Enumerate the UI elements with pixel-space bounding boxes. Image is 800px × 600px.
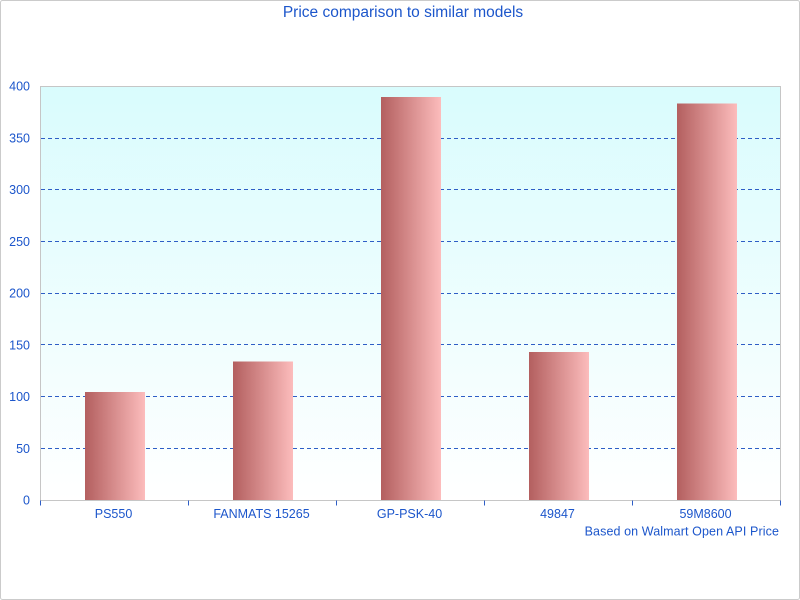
svg-text:400: 400 [9, 80, 30, 94]
svg-text:300: 300 [9, 183, 30, 197]
svg-text:49847: 49847 [540, 507, 575, 521]
svg-text:100: 100 [9, 390, 30, 404]
svg-text:150: 150 [9, 338, 30, 352]
svg-text:250: 250 [9, 235, 30, 249]
svg-text:Based on Walmart Open API Pric: Based on Walmart Open API Price [585, 525, 779, 539]
svg-text:FANMATS 15265: FANMATS 15265 [213, 507, 309, 521]
svg-text:PS550: PS550 [95, 507, 133, 521]
svg-text:GP-PSK-40: GP-PSK-40 [377, 507, 442, 521]
svg-text:0: 0 [23, 494, 30, 508]
svg-text:200: 200 [9, 287, 30, 301]
svg-text:59M8600: 59M8600 [679, 507, 731, 521]
svg-text:350: 350 [9, 131, 30, 145]
svg-text:Price comparison to similar mo: Price comparison to similar models [283, 4, 524, 21]
svg-text:50: 50 [16, 442, 30, 456]
